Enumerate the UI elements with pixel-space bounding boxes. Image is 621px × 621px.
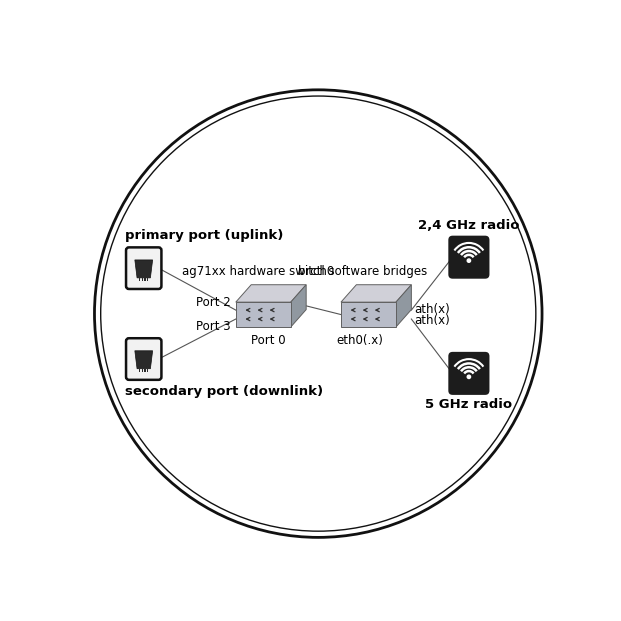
Polygon shape (135, 351, 153, 369)
Polygon shape (291, 284, 306, 327)
Polygon shape (396, 284, 411, 327)
Bar (144, 278, 146, 281)
FancyBboxPatch shape (126, 338, 161, 380)
Polygon shape (135, 260, 153, 278)
Text: Port 3: Port 3 (196, 320, 231, 333)
Text: 2,4 GHz radio: 2,4 GHz radio (418, 219, 520, 232)
Text: Port 2: Port 2 (196, 296, 231, 309)
Text: ag71xx hardware switch0: ag71xx hardware switch0 (182, 265, 334, 278)
Text: primary port (uplink): primary port (uplink) (125, 229, 283, 242)
Bar (341, 302, 396, 327)
Text: ath(x): ath(x) (414, 314, 450, 327)
Bar (236, 302, 291, 327)
Text: eth0(.x): eth0(.x) (337, 334, 384, 347)
Bar (142, 369, 143, 373)
FancyBboxPatch shape (126, 247, 161, 289)
Text: brctl software bridges: brctl software bridges (298, 265, 428, 278)
FancyBboxPatch shape (448, 235, 489, 279)
Bar (139, 369, 140, 373)
Circle shape (467, 375, 471, 378)
Bar (144, 369, 146, 373)
Text: 5 GHz radio: 5 GHz radio (425, 398, 512, 411)
Bar (142, 278, 143, 281)
Bar (139, 278, 140, 281)
Polygon shape (341, 284, 411, 302)
Bar (147, 369, 148, 373)
Polygon shape (236, 284, 306, 302)
Circle shape (467, 259, 471, 262)
Text: ath(x): ath(x) (414, 302, 450, 315)
Text: secondary port (downlink): secondary port (downlink) (125, 385, 323, 398)
Bar (147, 278, 148, 281)
Text: Port 0: Port 0 (252, 334, 286, 347)
FancyBboxPatch shape (448, 352, 489, 395)
